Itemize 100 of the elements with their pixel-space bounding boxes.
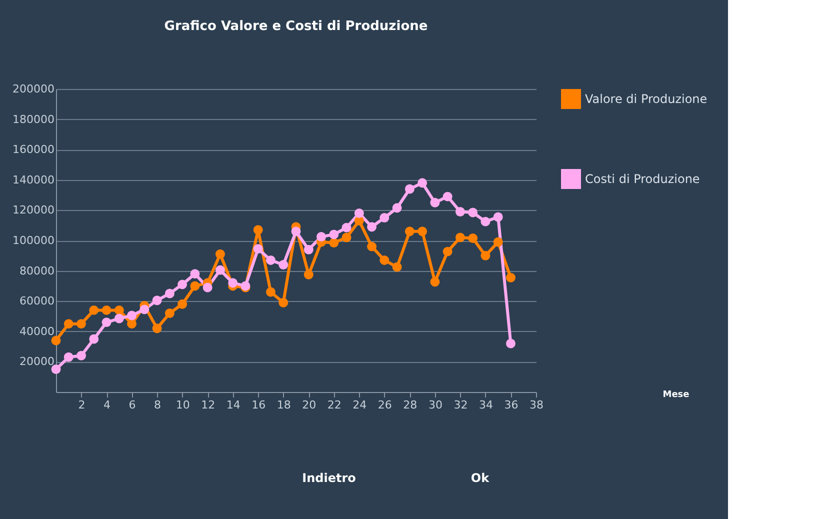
point <box>51 364 61 374</box>
text: Ok <box>470 471 490 485</box>
legend-label: Costi di Produzione <box>585 172 700 186</box>
y-tick-label: 180000 <box>12 112 54 126</box>
y-tick-label: 160000 <box>12 143 54 156</box>
point <box>152 324 162 334</box>
y-tick-label: 120000 <box>12 204 54 217</box>
legend-label: Valore di Produzione <box>585 92 708 106</box>
point <box>89 334 99 344</box>
point <box>76 350 86 360</box>
point <box>380 255 390 265</box>
point <box>190 281 200 291</box>
point <box>468 233 478 243</box>
x-tick-label: 4 <box>104 398 111 412</box>
point <box>178 280 188 290</box>
point <box>64 319 74 329</box>
chart-title: Grafico Valore e Costi di Produzione <box>164 19 428 34</box>
point <box>102 305 112 315</box>
point <box>140 304 150 314</box>
point <box>304 270 314 280</box>
point <box>455 206 465 216</box>
point <box>418 178 428 188</box>
x-tick-label: 34 <box>478 398 493 412</box>
point <box>164 288 174 298</box>
point <box>380 213 390 223</box>
point <box>442 192 452 202</box>
x-tick-label: 22 <box>327 398 342 412</box>
point <box>480 216 490 226</box>
point <box>392 203 402 213</box>
point <box>430 277 440 287</box>
point <box>342 222 352 232</box>
point <box>266 255 276 265</box>
point <box>114 314 124 324</box>
point <box>253 244 263 254</box>
x-tick-label: 26 <box>378 398 392 412</box>
point <box>329 238 339 248</box>
point <box>329 230 339 240</box>
point <box>215 249 225 259</box>
point <box>442 246 452 256</box>
point <box>316 232 326 242</box>
point <box>127 310 137 320</box>
point <box>354 208 364 218</box>
point <box>89 305 99 315</box>
point <box>392 262 402 272</box>
y-tick-label: 200000 <box>12 82 54 96</box>
x-tick-label: 28 <box>403 398 418 412</box>
y-tick-label: 80000 <box>20 264 54 278</box>
point <box>253 225 263 235</box>
point <box>152 296 162 306</box>
point <box>51 336 61 346</box>
point <box>506 272 516 282</box>
point <box>418 226 428 236</box>
y-tick-label: 40000 <box>20 324 54 338</box>
point <box>367 242 377 252</box>
point <box>430 198 440 208</box>
point <box>278 260 288 270</box>
text: Indietro <box>302 471 356 485</box>
point <box>127 319 137 329</box>
point <box>102 318 112 328</box>
x-tick-label: 14 <box>226 398 240 412</box>
x-tick-label: 18 <box>276 398 291 412</box>
x-tick-label: 20 <box>302 398 316 412</box>
point <box>506 338 516 348</box>
point <box>291 226 301 236</box>
x-tick-label: 10 <box>176 398 190 412</box>
point <box>266 287 276 297</box>
y-tick-label: 20000 <box>20 355 54 368</box>
point <box>64 352 74 362</box>
point <box>493 212 503 222</box>
x-tick-label: 36 <box>504 398 518 412</box>
point <box>215 265 225 275</box>
x-tick-label: 24 <box>352 398 367 412</box>
x-tick-label: 30 <box>428 398 442 412</box>
point <box>480 250 490 260</box>
point <box>304 244 314 254</box>
x-tick-label: 38 <box>530 398 544 412</box>
point <box>228 278 238 288</box>
point <box>202 282 212 292</box>
point <box>367 222 377 232</box>
x-tick-label: 16 <box>252 398 266 412</box>
point <box>178 299 188 309</box>
y-tick-label: 100000 <box>12 234 54 247</box>
y-tick-label: 140000 <box>12 173 54 186</box>
point <box>114 305 124 315</box>
point <box>455 232 465 242</box>
point <box>493 237 503 247</box>
x-tick-label: 32 <box>454 398 468 412</box>
x-tick-label: 2 <box>78 398 86 412</box>
point <box>404 184 414 194</box>
point <box>404 226 414 236</box>
point <box>342 232 352 242</box>
text: Mese <box>662 390 690 400</box>
x-tick-label: 6 <box>128 398 136 412</box>
point <box>76 319 86 329</box>
y-tick-label: 60000 <box>20 294 54 308</box>
point <box>190 269 200 279</box>
point <box>468 208 478 218</box>
point <box>164 308 174 318</box>
x-tick-label: 12 <box>201 398 216 412</box>
point <box>278 298 288 308</box>
